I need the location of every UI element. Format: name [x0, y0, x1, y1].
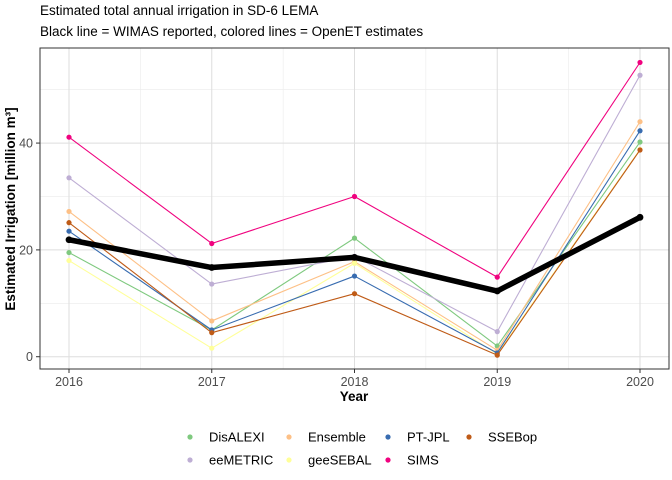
data-point-eemetric [209, 281, 215, 287]
data-point-disalexi [351, 235, 358, 241]
series-sims [66, 59, 643, 280]
legend-label: Ensemble [308, 430, 366, 445]
legend-key [286, 434, 292, 440]
legend: DisALEXI Ensemble PT-JPL SSEBop eeMETRIC geeS… [187, 430, 537, 468]
legend-label: PT-JPL [407, 430, 450, 445]
series-layer [65, 59, 644, 358]
data-point-disalexi [66, 249, 72, 256]
x-axis-title: Year [340, 389, 369, 404]
data-point-ssebop [351, 291, 358, 297]
legend-key [385, 434, 391, 440]
legend-label: DisALEXI [209, 430, 265, 445]
data-point-ensemble [66, 208, 72, 215]
legend-key [187, 434, 193, 440]
data-point-sims [494, 274, 500, 280]
data-point-sims [351, 193, 358, 200]
legend-item-sims: SIMS [385, 453, 439, 468]
data-point-ssebop [209, 330, 215, 336]
legend-item-ensemble: Ensemble [286, 430, 366, 445]
x-tick-label: 2016 [55, 375, 83, 389]
legend-label: SIMS [407, 453, 439, 468]
y-axis-title: Estimated Irrigation [million m³] [3, 107, 18, 310]
legend-label: geeSEBAL [308, 453, 372, 468]
legend-key [385, 457, 391, 463]
legend-item-disalexi: DisALEXI [187, 430, 265, 445]
grid-lines [40, 48, 669, 369]
x-tick-label: 2020 [626, 375, 654, 389]
data-point-wimas [65, 236, 73, 244]
data-point-wimas [636, 213, 644, 221]
data-point-eemetric [494, 329, 500, 335]
legend-item-geesebal: geeSEBAL [286, 453, 372, 468]
chart-title: Estimated total annual irrigation in SD-… [40, 3, 319, 18]
data-point-ssebop [494, 352, 500, 358]
data-point-wimas [493, 287, 501, 295]
data-point-pt-jpl [637, 128, 643, 134]
data-point-sims [637, 59, 643, 66]
data-point-sims [66, 134, 72, 140]
data-point-sims [209, 240, 215, 247]
legend-item-eemetric: eeMETRIC [187, 453, 273, 468]
data-point-eemetric [637, 72, 643, 78]
x-tick-label: 2019 [483, 375, 511, 389]
data-point-eemetric [66, 175, 72, 181]
x-tick-label: 2017 [198, 375, 226, 389]
legend-item-pt-jpl: PT-JPL [385, 430, 450, 445]
x-tick-label: 2018 [341, 375, 369, 389]
data-point-geesebal [66, 257, 72, 264]
data-point-pt-jpl [351, 273, 358, 279]
legend-label: eeMETRIC [209, 453, 273, 468]
legend-key [466, 434, 472, 440]
chart-subtitle: Black line = WIMAS reported, colored lin… [40, 24, 424, 39]
data-point-geesebal [209, 345, 215, 351]
data-point-ssebop [66, 220, 72, 226]
data-point-wimas [208, 264, 216, 271]
y-tick-label: 40 [19, 137, 33, 151]
data-point-geesebal [351, 260, 358, 266]
data-point-ensemble [637, 119, 643, 125]
data-point-wimas [351, 253, 358, 261]
legend-key [286, 457, 292, 463]
data-point-pt-jpl [66, 228, 72, 234]
data-point-ssebop [637, 147, 643, 153]
data-point-disalexi [637, 139, 643, 145]
series-ssebop [66, 147, 643, 358]
x-axis: 2016 2017 2018 2019 2020 [55, 369, 654, 389]
y-tick-label: 0 [26, 350, 33, 364]
legend-item-ssebop: SSEBop [466, 430, 537, 445]
y-tick-label: 20 [19, 243, 33, 257]
series-wimas [65, 213, 644, 295]
legend-label: SSEBop [488, 430, 537, 445]
y-axis: 0 20 40 [19, 137, 40, 364]
legend-key [187, 457, 193, 463]
data-point-ensemble [209, 318, 215, 324]
